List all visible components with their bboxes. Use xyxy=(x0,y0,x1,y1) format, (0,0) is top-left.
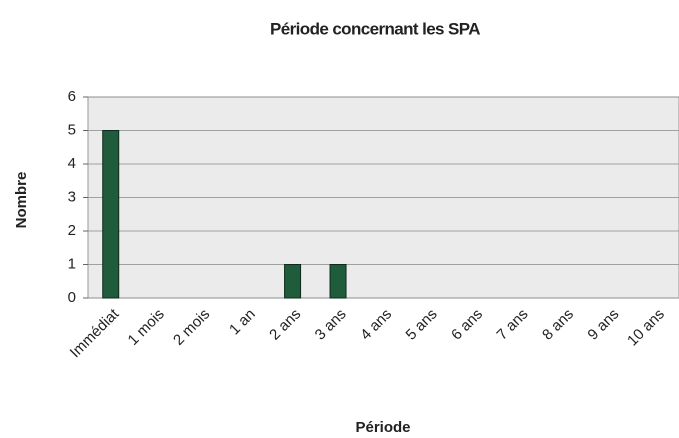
chart-title: Période concernant les SPA xyxy=(270,19,480,38)
x-tick-label: 4 ans xyxy=(357,306,395,344)
x-tick-label: 7 ans xyxy=(494,306,532,344)
y-tick-label: 3 xyxy=(68,188,76,205)
bar xyxy=(102,130,120,299)
x-tick-label: Immédiat xyxy=(67,305,123,361)
bar xyxy=(329,264,347,299)
x-tick-label: 2 ans xyxy=(266,306,304,344)
y-tick-label: 6 xyxy=(68,88,76,105)
x-tick-label: 10 ans xyxy=(624,306,668,350)
y-tick-label: 2 xyxy=(68,222,76,239)
bar xyxy=(284,264,302,299)
x-tick-label: 1 mois xyxy=(125,306,168,349)
y-tick-label: 4 xyxy=(68,155,76,172)
x-axis-title: Période xyxy=(355,419,410,436)
y-axis-title: Nombre xyxy=(13,172,30,229)
x-tick-label: 1 an xyxy=(226,306,259,339)
y-tick-label: 1 xyxy=(68,255,76,272)
x-tick-label: 3 ans xyxy=(312,306,350,344)
x-tick-label: 9 ans xyxy=(584,306,622,344)
y-tick-label: 5 xyxy=(68,121,76,138)
y-tick-label: 0 xyxy=(68,289,76,306)
x-tick-label: 8 ans xyxy=(539,306,577,344)
x-tick-label: 5 ans xyxy=(403,306,441,344)
x-tick-label: 6 ans xyxy=(448,306,486,344)
x-tick-label: 2 mois xyxy=(170,306,213,349)
